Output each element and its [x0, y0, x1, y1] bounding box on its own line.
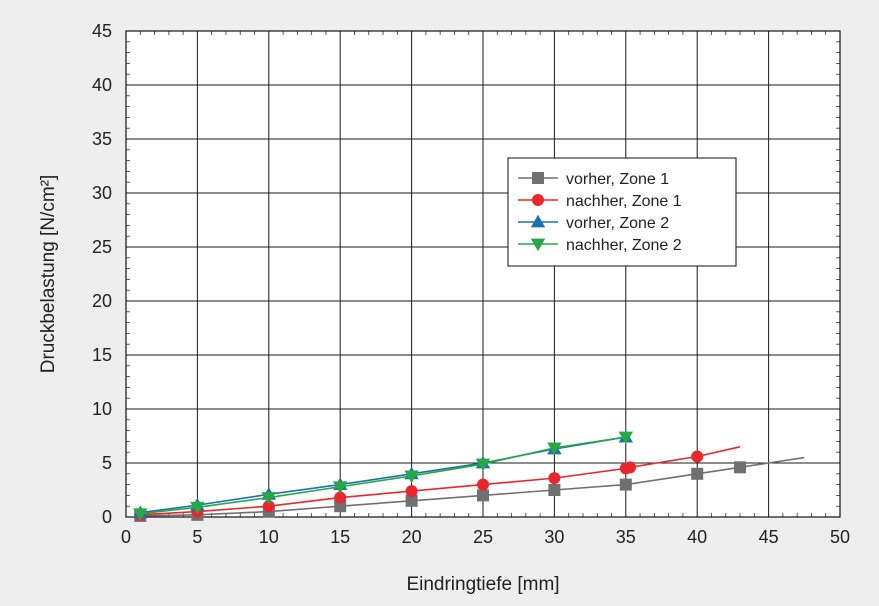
legend-marker: [532, 172, 544, 184]
legend-marker: [532, 194, 544, 206]
data-point: [547, 442, 562, 456]
legend-item: vorher, Zone 1: [518, 171, 669, 188]
x-tick-label: 20: [402, 527, 422, 547]
x-tick-label: 25: [473, 527, 493, 547]
y-tick-label: 45: [92, 21, 112, 41]
data-point: [624, 461, 637, 474]
x-tick-label: 30: [544, 527, 564, 547]
y-tick-label: 30: [92, 183, 112, 203]
data-point: [404, 470, 419, 484]
x-tick-label: 15: [330, 527, 350, 547]
data-point: [190, 501, 205, 515]
plot-frame: [125, 30, 841, 518]
data-point: [734, 461, 747, 474]
y-tick-label: 0: [102, 507, 112, 527]
legend-item: nachher, Zone 2: [518, 237, 682, 254]
x-tick-label: 0: [121, 527, 131, 547]
data-point: [405, 485, 418, 498]
data-point: [334, 500, 347, 513]
series-line: [140, 436, 626, 515]
y-tick-label: 25: [92, 237, 112, 257]
data-point: [548, 484, 561, 496]
x-tick-labels: 0 5 10 15 20 25 30 35 40 45 50: [121, 527, 850, 547]
y-axis-label: Druckbelastung [N/cm²]: [38, 175, 59, 374]
data-point: [477, 489, 489, 502]
x-tick-label: 45: [759, 527, 779, 547]
data-point: [619, 478, 632, 491]
legend-label: vorher, Zone 2: [566, 215, 669, 232]
legend-label: nachher, Zone 1: [566, 193, 682, 210]
legend-label: nachher, Zone 2: [566, 237, 682, 254]
legend-item: nachher, Zone 1: [518, 193, 682, 210]
y-tick-labels: 0 5 10 15 20 25 30 35 40 45: [92, 21, 112, 527]
data-point: [262, 500, 275, 513]
minor-ticks: [126, 31, 840, 517]
y-tick-label: 20: [92, 291, 112, 311]
x-tick-label: 50: [830, 527, 850, 547]
legend: vorher, Zone 1 nachher, Zone 1 vorher, Zon…: [507, 157, 737, 267]
y-tick-label: 10: [92, 399, 112, 419]
series-4: [133, 431, 633, 521]
data-point: [691, 450, 704, 463]
legend-marker: [530, 214, 546, 228]
x-tick-label: 35: [616, 527, 636, 547]
y-tick-label: 15: [92, 345, 112, 365]
x-axis-label: Eindringtiefe [mm]: [406, 574, 559, 595]
data-point: [405, 494, 418, 507]
data-point: [477, 478, 489, 491]
legend-label: vorher, Zone 1: [566, 171, 669, 188]
data-point: [133, 508, 148, 521]
x-tick-label: 10: [259, 527, 279, 547]
data-point: [548, 472, 561, 485]
legend-marker: [530, 238, 546, 252]
y-tick-label: 40: [92, 75, 112, 95]
data-point: [475, 458, 491, 472]
data-point: [261, 492, 276, 505]
legend-box: [507, 157, 737, 267]
y-tick-label: 35: [92, 129, 112, 149]
data-point: [691, 467, 704, 480]
legend-item: vorher, Zone 2: [518, 214, 669, 232]
y-tick-label: 5: [102, 453, 112, 473]
grid-lines: [126, 31, 840, 517]
data-series: [133, 429, 805, 522]
x-tick-label: 40: [687, 527, 707, 547]
x-tick-label: 5: [192, 527, 202, 547]
data-point: [618, 431, 633, 445]
data-point: [333, 481, 348, 494]
data-point: [334, 491, 347, 504]
